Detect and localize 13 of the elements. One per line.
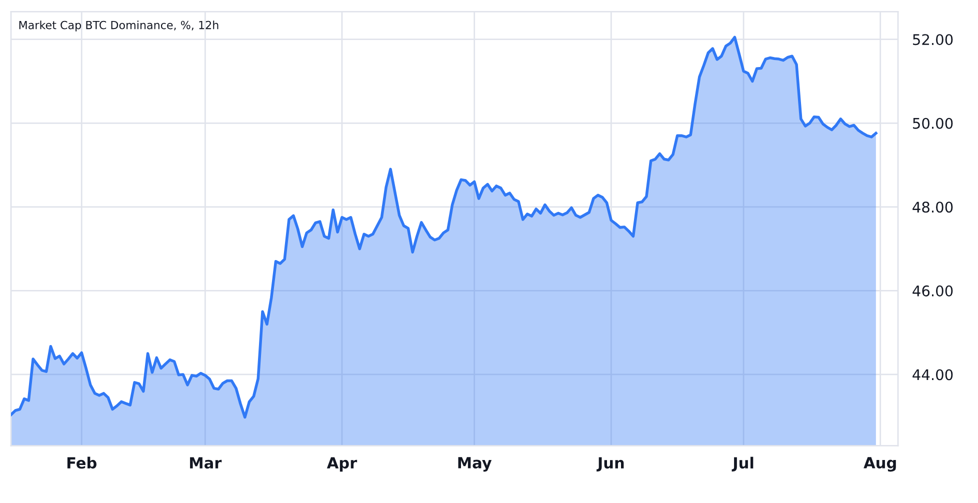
text: Market Cap BTC Dominance, %, 12h	[19, 20, 218, 32]
y-tick-label: 52.00	[913, 34, 953, 46]
x-tick-label: Jun	[596, 457, 624, 472]
y-tick-label: 44.00	[912, 369, 953, 380]
y-tick-label: 48.00	[912, 202, 953, 213]
x-tick-label: Aug	[864, 457, 896, 472]
x-tick-label: Feb	[67, 456, 96, 469]
x-tick-label: Apr	[326, 457, 358, 472]
y-tick-label: 46.00	[912, 285, 953, 296]
x-tick-label: Mar	[190, 457, 222, 469]
x-tick-label: May	[458, 457, 492, 472]
y-tick-label: 50.00	[913, 118, 953, 129]
x-tick-label: Jul	[732, 456, 754, 472]
